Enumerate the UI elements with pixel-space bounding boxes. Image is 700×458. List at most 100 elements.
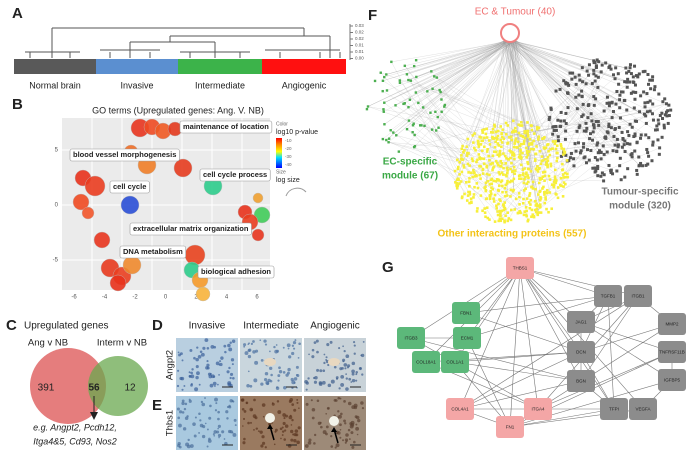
cell: [339, 423, 342, 427]
edge: [391, 61, 457, 184]
cell: [177, 444, 181, 448]
node: [499, 159, 503, 163]
node: [561, 168, 564, 172]
cell: [247, 354, 252, 359]
node: [619, 90, 623, 94]
node: [504, 162, 508, 165]
node: [458, 173, 461, 176]
arrow-head: [90, 412, 98, 420]
legend-tick-label: -10: [285, 138, 292, 143]
cell: [362, 340, 365, 343]
node: [434, 110, 437, 114]
node: [566, 91, 570, 95]
node: [529, 198, 533, 202]
node: [519, 155, 523, 159]
node: [509, 135, 513, 139]
cell: [243, 345, 246, 348]
node: [480, 139, 484, 143]
edge: [515, 40, 534, 189]
node: [477, 145, 481, 148]
cell: [338, 387, 341, 390]
plot-area: [62, 118, 270, 290]
edge: [508, 40, 614, 151]
node: [618, 164, 622, 168]
node: [536, 204, 539, 208]
cell: [348, 438, 351, 440]
node: [519, 124, 522, 127]
node: [462, 150, 465, 154]
node: [513, 208, 516, 211]
cell: [231, 363, 234, 366]
node: [454, 181, 457, 184]
node: [637, 155, 641, 159]
node: [506, 211, 509, 214]
edge: [406, 129, 508, 222]
edge: [386, 40, 509, 141]
node: [499, 180, 503, 184]
edge: [421, 40, 513, 126]
cell: [298, 342, 301, 346]
cell: [192, 422, 196, 426]
node: [492, 179, 495, 183]
node: [436, 115, 439, 119]
row-label: Thbs1: [165, 410, 176, 436]
node: [644, 114, 648, 118]
gene-label: VEGFA: [635, 407, 650, 412]
cell: [344, 422, 347, 425]
cell: [288, 399, 292, 403]
edge: [503, 40, 509, 154]
node: [662, 126, 666, 130]
node: [526, 180, 530, 184]
node: [483, 136, 486, 140]
node: [537, 193, 540, 196]
node: [417, 101, 420, 105]
node: [429, 111, 432, 114]
node: [503, 207, 507, 211]
cell: [283, 438, 287, 441]
node: [463, 192, 466, 196]
cell: [214, 409, 218, 412]
node: [503, 220, 506, 224]
cell: [351, 378, 356, 383]
cell: [361, 373, 364, 376]
edge: [367, 40, 506, 107]
node: [475, 160, 478, 164]
node: [394, 104, 397, 107]
edge: [516, 40, 608, 153]
cell: [313, 442, 316, 445]
node: [533, 208, 537, 212]
edge: [454, 361, 582, 382]
node: [537, 135, 541, 138]
cell: [207, 439, 212, 443]
cell: [212, 381, 217, 386]
node: [502, 204, 505, 207]
node: [652, 88, 656, 92]
node: [626, 167, 630, 171]
node: [586, 116, 590, 120]
edge: [493, 75, 589, 199]
cell: [184, 416, 189, 421]
node: [561, 195, 565, 198]
cell: [188, 371, 191, 374]
edge: [510, 40, 597, 77]
cell: [206, 363, 210, 367]
cell: [284, 429, 287, 432]
node: [497, 154, 501, 158]
node: [616, 72, 620, 76]
cell: [177, 351, 180, 354]
cell: [229, 376, 232, 380]
edge: [580, 323, 673, 353]
cell: [178, 353, 181, 357]
node: [485, 150, 489, 153]
node: [592, 103, 596, 107]
node: [437, 126, 440, 129]
node: [537, 138, 540, 141]
node: [528, 137, 532, 141]
cell: [335, 443, 340, 448]
node: [554, 181, 558, 185]
node: [593, 166, 597, 170]
x-tick-label: 0: [164, 295, 168, 301]
node: [458, 160, 461, 164]
node: [516, 140, 520, 144]
node: [537, 181, 541, 185]
